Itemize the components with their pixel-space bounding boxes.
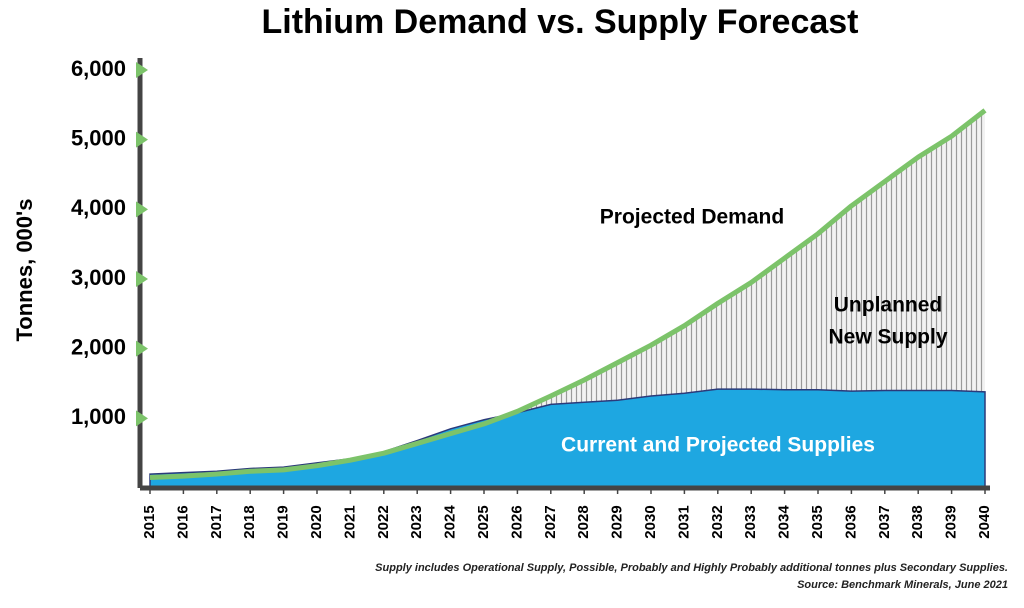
y-tick-mark xyxy=(136,271,148,287)
x-tick-label: 2030 xyxy=(642,505,659,538)
x-tick-label: 2023 xyxy=(408,505,425,538)
x-tick-label: 2031 xyxy=(675,505,692,538)
x-tick-label: 2022 xyxy=(375,505,392,538)
x-tick-label: 2025 xyxy=(475,505,492,538)
supply-label: Current and Projected Supplies xyxy=(561,434,875,457)
y-tick-label: 1,000 xyxy=(71,404,126,429)
x-tick-label: 2016 xyxy=(174,505,191,538)
x-tick-label: 2036 xyxy=(842,505,859,538)
x-tick-label: 2037 xyxy=(876,505,893,538)
y-tick-label: 3,000 xyxy=(71,265,126,290)
x-tick-label: 2028 xyxy=(575,505,592,538)
y-tick-mark xyxy=(136,201,148,218)
gap-label: Unplanned xyxy=(834,294,943,317)
x-tick-label: 2034 xyxy=(776,505,793,539)
y-tick-mark xyxy=(136,131,148,148)
chart-title: Lithium Demand vs. Supply Forecast xyxy=(261,3,858,41)
x-tick-label: 2018 xyxy=(241,505,258,538)
y-tick-mark xyxy=(136,410,148,427)
x-tick-label: 2019 xyxy=(275,505,292,538)
x-tick-label: 2038 xyxy=(909,505,926,538)
y-tick-label: 6,000 xyxy=(71,56,126,81)
x-tick-label: 2017 xyxy=(208,505,225,538)
y-tick-label: 5,000 xyxy=(71,125,126,150)
x-tick-label: 2035 xyxy=(809,505,826,538)
x-tick-label: 2026 xyxy=(508,505,525,538)
demand-line xyxy=(149,108,987,481)
y-tick-mark xyxy=(136,62,148,78)
y-tick-label: 2,000 xyxy=(71,334,126,359)
supply-area xyxy=(149,388,986,489)
gap-area xyxy=(150,110,985,478)
x-tick-label: 2024 xyxy=(442,505,459,539)
x-tick-label: 2039 xyxy=(943,505,960,538)
x-tick-label: 2020 xyxy=(308,505,325,538)
y-tick-label: 4,000 xyxy=(71,195,126,220)
y-tick-mark xyxy=(136,340,148,357)
x-tick-label: 2015 xyxy=(141,505,158,538)
demand-label: Projected Demand xyxy=(600,206,784,229)
x-tick-label: 2027 xyxy=(542,505,559,538)
y-axis-label: Tonnes, 000's xyxy=(12,199,37,342)
x-tick-label: 2040 xyxy=(976,505,993,538)
x-tick-label: 2032 xyxy=(709,505,726,538)
footnote: Supply includes Operational Supply, Poss… xyxy=(375,562,1008,574)
gap-label: New Supply xyxy=(828,326,947,349)
x-tick-label: 2033 xyxy=(742,505,759,538)
x-tick-label: 2029 xyxy=(609,505,626,538)
x-tick-label: 2021 xyxy=(341,505,358,538)
source: Source: Benchmark Minerals, June 2021 xyxy=(797,579,1008,591)
